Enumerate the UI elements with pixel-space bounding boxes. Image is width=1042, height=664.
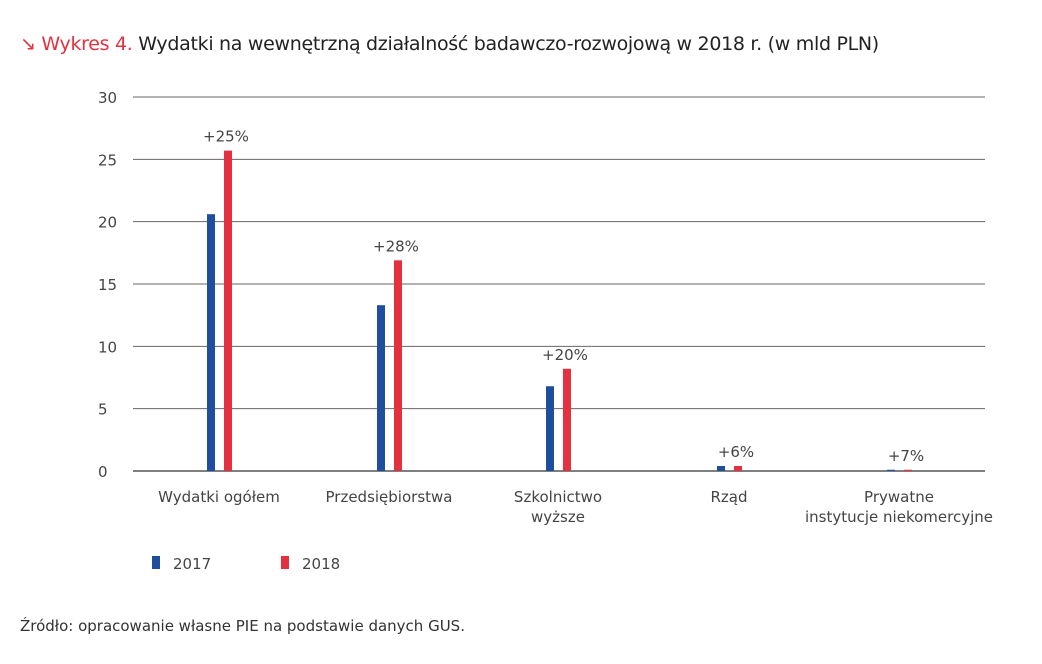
- change-label: +20%: [542, 346, 588, 364]
- bar-2017: [546, 386, 554, 471]
- y-tick-label: 20: [98, 214, 117, 232]
- legend-swatch: [281, 556, 289, 569]
- x-category-label: Przedsiębiorstwa: [326, 488, 453, 506]
- change-label: +28%: [373, 237, 419, 255]
- x-category-label: Rząd: [710, 488, 747, 506]
- bar-2017: [887, 469, 895, 471]
- x-category-label: instytucje niekomercyjne: [805, 508, 993, 526]
- change-label: +25%: [203, 128, 249, 146]
- y-tick-label: 30: [98, 89, 117, 107]
- bar-2018: [224, 150, 232, 471]
- change-label: +7%: [888, 447, 924, 465]
- source-note: Źródło: opracowanie własne PIE na podsta…: [20, 617, 465, 635]
- bar-2018: [734, 466, 742, 471]
- bar-chart: 0 5 10 15 20 25 30 +25% Wydatki ogółem +28% Przeds…: [98, 89, 993, 573]
- title-text: Wydatki na wewnętrzną działalność badawc…: [138, 33, 879, 55]
- y-tick-label: 10: [98, 338, 117, 356]
- x-category-label: Wydatki ogółem: [158, 488, 280, 506]
- x-category-label: Szkolnictwo: [514, 488, 602, 506]
- arrow-icon: ↘: [20, 33, 36, 55]
- change-label: +6%: [718, 443, 754, 461]
- y-tick-label: 25: [98, 151, 117, 169]
- bar-2017: [377, 305, 385, 471]
- legend-swatch: [152, 556, 160, 569]
- x-category-label: wyższe: [531, 508, 585, 526]
- legend-label: 2017: [173, 555, 211, 573]
- bar-2018: [394, 260, 402, 471]
- bar-2017: [717, 466, 725, 471]
- figure-label: Wykres 4.: [41, 33, 133, 55]
- bar-2018: [904, 469, 912, 471]
- bar-2017: [207, 214, 215, 472]
- x-category-label: Prywatne: [864, 488, 934, 506]
- y-tick-label: 5: [98, 401, 108, 419]
- bar-2018: [563, 368, 571, 471]
- legend-label: 2018: [302, 555, 340, 573]
- y-tick-label: 15: [98, 276, 117, 294]
- chart-title: ↘ Wykres 4. Wydatki na wewnętrzną działa…: [20, 33, 879, 55]
- y-tick-label: 0: [98, 463, 108, 481]
